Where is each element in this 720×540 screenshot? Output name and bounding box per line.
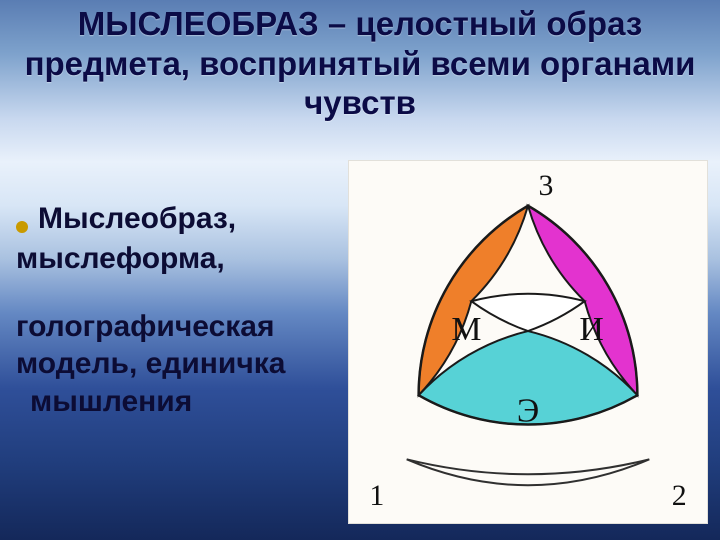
tail-line: голографическая — [16, 308, 346, 346]
lobe-label-m: М — [451, 311, 481, 348]
bullet-block: Мыслеобраз, мыслеформа, голографическая … — [16, 200, 346, 421]
corner-number-top: 3 — [538, 169, 553, 202]
corner-number-bl: 1 — [369, 479, 384, 512]
venn-diagram: М И Э 3 1 2 — [348, 160, 708, 524]
lobe-label-e: Э — [517, 393, 539, 430]
tail-line: мышления — [16, 383, 346, 421]
corner-number-br: 2 — [672, 479, 687, 512]
spacer — [16, 278, 346, 308]
bullet-dot-icon — [16, 221, 28, 233]
tail-line: модель, единичка — [16, 345, 346, 383]
center-region — [471, 294, 584, 331]
bullet-lead-text: Мыслеобраз, — [38, 200, 236, 238]
venn-svg: М И Э 3 1 2 — [349, 161, 707, 523]
bullet-row: Мыслеобраз, — [16, 200, 346, 238]
base-ellipse — [407, 459, 650, 485]
lobe-label-i: И — [579, 311, 603, 348]
bullet-continuation-text: мыслеформа, — [16, 240, 346, 278]
slide-title: МЫСЛЕОБРАЗ – целостный образ предмета, в… — [0, 4, 720, 123]
